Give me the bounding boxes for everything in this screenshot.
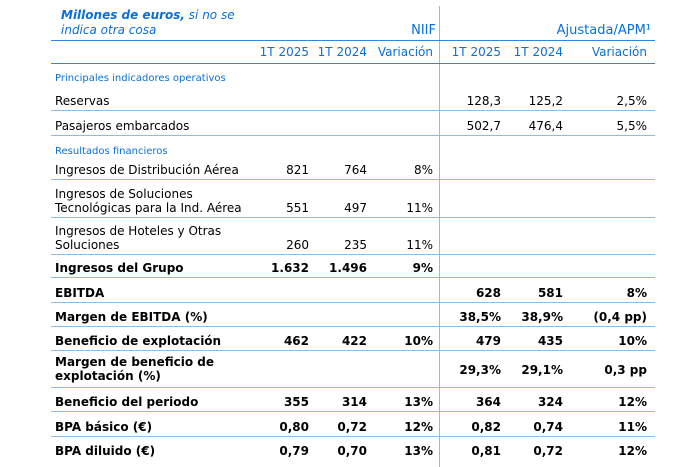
cell: 821	[286, 163, 309, 177]
header-rule	[51, 40, 655, 41]
cell: 0,79	[279, 444, 309, 458]
cell: 764	[344, 163, 367, 177]
cell: 8%	[413, 163, 433, 177]
table-row: Ingresos de Soluciones Tecnológicas para…	[51, 180, 655, 218]
results-table: Millones de euros, si no se indica otra …	[51, 6, 655, 467]
section-ops-label: Principales indicadores operativos	[55, 73, 226, 84]
row-label: BPA diluido (€)	[55, 444, 156, 458]
row-label: Beneficio de explotación	[55, 334, 222, 348]
row-label: BPA básico (€)	[55, 420, 153, 434]
cell: 260	[286, 238, 309, 252]
table-row: Reservas 128,3 125,2 2,5%	[51, 86, 655, 111]
col-apm-2024: 1T 2024	[513, 45, 563, 59]
cell: 125,2	[528, 94, 563, 108]
section-fin: Resultados financieros	[51, 136, 655, 159]
table-row: Pasajeros embarcados 502,7 476,4 5,5%	[51, 111, 655, 136]
row-label: EBITDA	[55, 286, 105, 300]
table-row: BPA diluido (€) 0,79 0,70 13% 0,81 0,72 …	[51, 437, 655, 460]
row-label: Ingresos del Grupo	[55, 261, 184, 275]
row-label: Margen de EBITDA (%)	[55, 310, 208, 324]
table-row: Ingresos de Distribución Aérea 821 764 8…	[51, 159, 655, 180]
section-fin-label: Resultados financieros	[55, 146, 168, 157]
cell: 422	[341, 334, 367, 348]
cell: 476,4	[528, 119, 563, 133]
row-label: Ingresos de Soluciones Tecnológicas para…	[55, 187, 242, 215]
cell: 581	[537, 286, 563, 300]
cell: 11%	[406, 201, 433, 215]
col-niif-2024: 1T 2024	[317, 45, 367, 59]
cell: (0,4 pp)	[593, 310, 647, 324]
column-separator	[439, 6, 440, 467]
cell: 12%	[618, 395, 647, 409]
row-label: Ingresos de Distribución Aérea	[55, 163, 239, 177]
cell: 0,72	[337, 420, 367, 434]
cell: 29,1%	[521, 363, 563, 377]
table-header: Millones de euros, si no se indica otra …	[51, 6, 655, 40]
cell: 235	[344, 238, 367, 252]
section-ops: Principales indicadores operativos	[51, 64, 655, 86]
column-headers: 1T 2025 1T 2024 Variación 1T 2025 1T 202…	[51, 41, 655, 63]
cell: 29,3%	[459, 363, 501, 377]
table-row: Beneficio de explotación 462 422 10% 479…	[51, 327, 655, 351]
cell: 0,82	[471, 420, 501, 434]
cell: 12%	[618, 444, 647, 458]
units-note-line2: indica otra cosa	[61, 23, 157, 37]
cell: 0,72	[533, 444, 563, 458]
cell: 8%	[626, 286, 647, 300]
cell: 324	[537, 395, 563, 409]
table-row: Ingresos de Hoteles y Otras Soluciones 2…	[51, 218, 655, 255]
cell: 364	[475, 395, 501, 409]
units-note-rest: si no se	[184, 8, 235, 22]
col-niif-2025: 1T 2025	[259, 45, 309, 59]
cell: 0,3 pp	[604, 363, 647, 377]
cell: 38,9%	[521, 310, 563, 324]
row-label: Reservas	[55, 94, 110, 108]
cell: 462	[283, 334, 309, 348]
colhdr-rule	[51, 63, 655, 64]
units-note: Millones de euros, si no se indica otra …	[61, 8, 235, 38]
cell: 13%	[404, 444, 433, 458]
niif-heading: NIIF	[411, 23, 436, 38]
table-row: Margen de EBITDA (%) 38,5% 38,9% (0,4 pp…	[51, 303, 655, 327]
table-row: Margen de beneficio de explotación (%) 2…	[51, 351, 655, 388]
cell: 0,70	[337, 444, 367, 458]
table-row: Ingresos del Grupo 1.632 1.496 9%	[51, 255, 655, 278]
cell: 479	[475, 334, 501, 348]
row-label: Pasajeros embarcados	[55, 119, 190, 133]
col-niif-variation: Variación	[377, 45, 433, 59]
cell: 128,3	[466, 94, 501, 108]
table-row: Beneficio del periodo 355 314 13% 364 32…	[51, 388, 655, 412]
cell: 502,7	[466, 119, 501, 133]
table-row: BPA básico (€) 0,80 0,72 12% 0,82 0,74 1…	[51, 412, 655, 437]
cell: 551	[286, 201, 309, 215]
cell: 2,5%	[616, 94, 648, 108]
units-note-bold: Millones de euros,	[61, 8, 185, 22]
cell: 10%	[404, 334, 433, 348]
cell: 10%	[618, 334, 647, 348]
cell: 0,74	[533, 420, 563, 434]
cell: 5,5%	[616, 119, 648, 133]
col-apm-2025: 1T 2025	[451, 45, 501, 59]
cell: 12%	[404, 420, 433, 434]
cell: 13%	[404, 395, 433, 409]
cell: 9%	[412, 261, 433, 275]
row-label: Margen de beneficio de explotación (%)	[55, 355, 214, 383]
cell: 497	[344, 201, 367, 215]
row-label: Ingresos de Hoteles y Otras Soluciones	[55, 224, 222, 252]
cell: 435	[537, 334, 563, 348]
col-apm-variation: Variación	[591, 45, 647, 59]
cell: 355	[283, 395, 309, 409]
cell: 0,80	[279, 420, 309, 434]
apm-heading: Ajustada/APM¹	[556, 23, 651, 38]
cell: 1.632	[271, 261, 309, 275]
cell: 314	[341, 395, 367, 409]
row-label: Beneficio del periodo	[55, 395, 199, 409]
cell: 11%	[618, 420, 647, 434]
cell: 1.496	[329, 261, 367, 275]
cell: 38,5%	[459, 310, 501, 324]
cell: 0,81	[471, 444, 501, 458]
table-row: EBITDA 628 581 8%	[51, 278, 655, 303]
cell: 628	[475, 286, 501, 300]
cell: 11%	[406, 238, 433, 252]
